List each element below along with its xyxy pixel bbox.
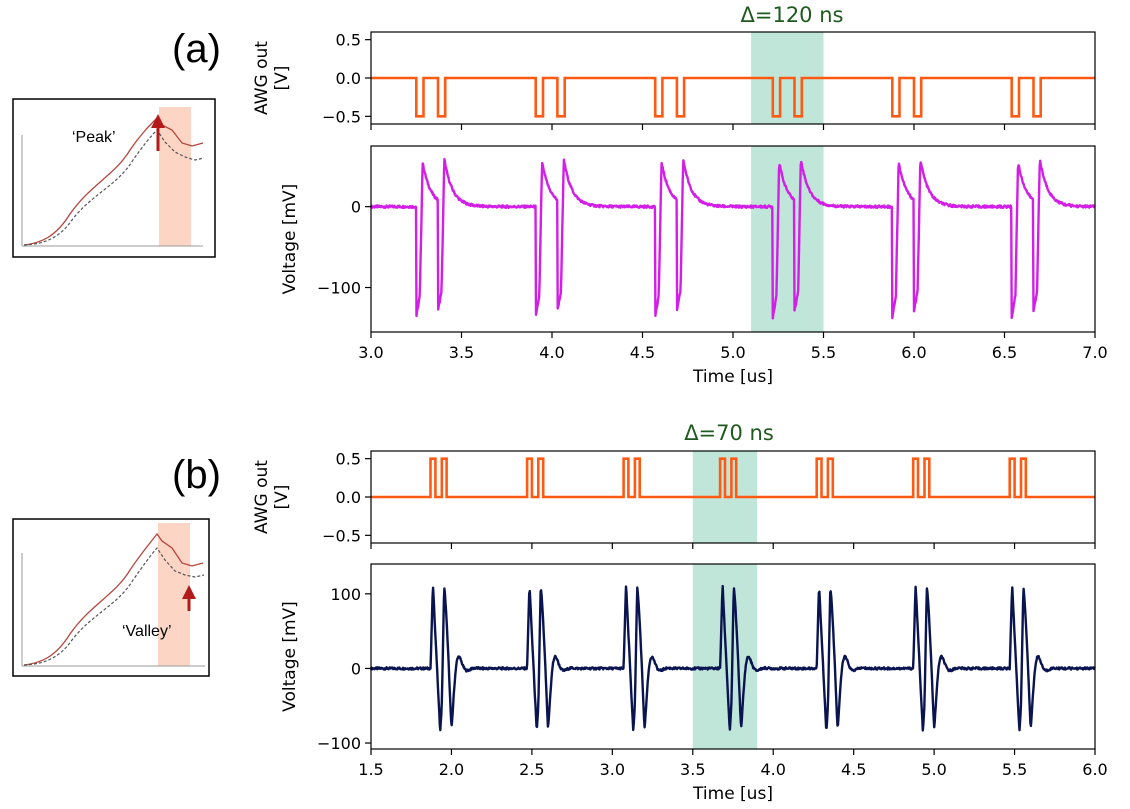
x-tick-label: 3.5 <box>680 760 705 779</box>
x-tick-label: 5.0 <box>720 343 745 362</box>
awg-subplot-b: 0.5 0.0 −0.5 AWG out [V] <box>252 450 1096 549</box>
valley-arrowhead-icon <box>182 585 196 599</box>
inset-band <box>159 107 191 246</box>
y-tick-label: −0.5 <box>322 526 361 545</box>
x-tick-label: 2.0 <box>439 760 464 779</box>
y-axis-label: Voltage [mV] <box>280 184 300 295</box>
inset-label-peak: ‘Peak’ <box>72 129 116 146</box>
x-tick-label: 6.0 <box>1082 760 1107 779</box>
y-axis-label: [V] <box>272 66 292 91</box>
axes-frame <box>370 563 1096 750</box>
inset-valley: ‘Valley’ <box>12 518 210 677</box>
delta-label-a: Δ=120 ns <box>741 3 844 27</box>
x-tick-label: 4.5 <box>630 343 655 362</box>
voltage-subplot-a: 0 −100 3.0 3.5 4.0 4.5 5.0 5.5 6.0 6.5 7.0 Voltage … <box>280 145 1108 387</box>
x-tick-label: 7.0 <box>1082 343 1107 362</box>
y-tick-label: 0 <box>351 659 361 678</box>
x-tick-label: 5.5 <box>1002 760 1027 779</box>
y-axis-label: [V] <box>272 485 292 510</box>
awg-series-line <box>371 457 1095 499</box>
y-tick-label: 0.5 <box>336 31 361 50</box>
inset-label-valley: ‘Valley’ <box>122 623 172 640</box>
x-tick-label: 5.5 <box>811 343 836 362</box>
x-tick-label: 1.5 <box>358 760 383 779</box>
y-tick-label: 0.0 <box>336 69 361 88</box>
y-axis-label: Voltage [mV] <box>280 601 300 712</box>
y-tick-label: 0.5 <box>336 450 361 469</box>
x-tick-label: 3.0 <box>600 760 625 779</box>
voltage-series-line <box>369 158 1096 320</box>
highlight-band <box>751 146 824 332</box>
awg-subplot-a: 0.5 0.0 −0.5 AWG out [V] <box>252 31 1096 130</box>
x-tick-label: 6.5 <box>992 343 1017 362</box>
axes-frame <box>370 145 1096 333</box>
inset-dashed-curve <box>23 547 205 666</box>
x-tick-label: 4.0 <box>539 343 564 362</box>
x-axis-label: Time [us] <box>692 784 773 804</box>
y-tick-label: 0.0 <box>336 488 361 507</box>
y-tick-label: −100 <box>317 279 361 298</box>
inset-peak: ‘Peak’ <box>12 98 216 258</box>
y-axis-label: AWG out <box>252 460 272 534</box>
x-axis-label: Time [us] <box>692 367 773 387</box>
voltage-subplot-b: 100 0 −100 1.5 2.0 2.5 3.0 3.5 4.0 4.5 5.0 5.5 6.0 Vo… <box>280 563 1108 804</box>
voltage-series-line <box>369 584 1096 732</box>
inset-curve <box>23 532 204 666</box>
awg-series-line <box>371 76 1095 118</box>
panel-letter-b: (b) <box>172 453 221 497</box>
delta-label-b: Δ=70 ns <box>684 421 774 445</box>
x-tick-label: 4.0 <box>760 760 785 779</box>
x-tick-label: 2.5 <box>519 760 544 779</box>
y-tick-label: 100 <box>330 585 361 604</box>
x-tick-label: 3.5 <box>449 343 474 362</box>
y-tick-label: 0 <box>351 198 361 217</box>
x-tick-label: 5.0 <box>921 760 946 779</box>
peak-arrowhead-icon <box>151 114 165 128</box>
x-tick-label: 4.5 <box>841 760 866 779</box>
y-tick-label: −100 <box>317 734 361 753</box>
panel-letter-a: (a) <box>172 27 221 71</box>
x-tick-label: 6.0 <box>901 343 926 362</box>
y-tick-label: −0.5 <box>322 107 361 126</box>
y-axis-label: AWG out <box>252 41 272 115</box>
x-tick-label: 3.0 <box>358 343 383 362</box>
